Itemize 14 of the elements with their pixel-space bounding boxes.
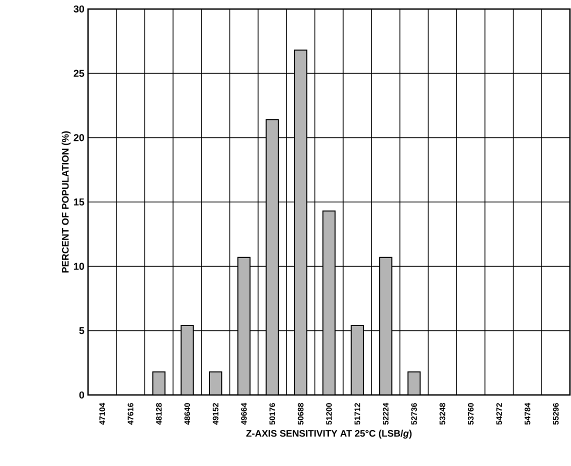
y-tick-label: 25 [74, 70, 84, 77]
bar [322, 210, 336, 395]
y-tick-label: 10 [74, 262, 84, 270]
bar [266, 119, 279, 395]
bar [294, 50, 308, 395]
y-axis-title: PERCENT OF POPULATION (%) [62, 131, 71, 273]
y-tick-label: 5 [79, 327, 84, 334]
y-tick-label: 0 [79, 391, 84, 399]
bar [180, 325, 194, 395]
y-tick-label: 30 [74, 5, 84, 13]
x-axis-title: Z-AXIS SENSITIVITY AT 25°C (LSB/g) [246, 430, 412, 439]
y-tick-label: 20 [74, 134, 84, 142]
bar [379, 256, 392, 395]
y-tick-label: 15 [74, 198, 84, 206]
